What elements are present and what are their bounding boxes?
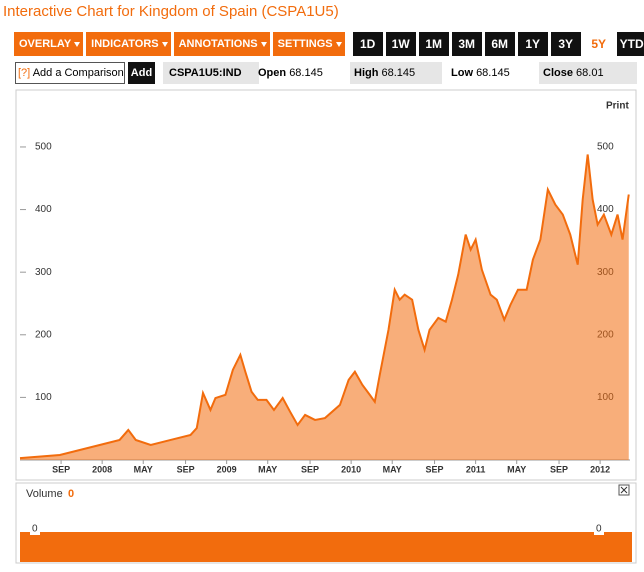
open-value: 68.145	[289, 67, 323, 79]
y-tick-label: 400	[35, 204, 52, 215]
x-tick-label: 2010	[341, 464, 361, 474]
menu-button[interactable]: SETTINGS	[272, 32, 345, 56]
high-label: High	[354, 67, 379, 79]
x-tick-label: 2012	[590, 464, 610, 474]
low-label: Low	[451, 67, 473, 79]
range-button[interactable]: 1W	[385, 32, 416, 56]
y-tick-label-right: 500	[597, 142, 614, 153]
y-tick-label-right: 400	[597, 204, 614, 215]
range-button[interactable]: 1Y	[517, 32, 548, 56]
x-tick-label: MAY	[383, 464, 402, 474]
y-tick-label: 500	[35, 142, 52, 153]
volume-frame	[15, 482, 637, 564]
range-button[interactable]: 6M	[484, 32, 515, 56]
x-tick-label: 2009	[217, 464, 237, 474]
quote-row: [?] Add a Comparison Add CSPA1U5:IND Ope…	[15, 62, 637, 84]
volume-tick-label-right: 0	[596, 524, 602, 535]
help-link[interactable]: [?]	[18, 67, 31, 79]
open: Open 68.145	[258, 62, 348, 84]
close-value: 68.01	[576, 67, 604, 79]
volume-value: 0	[68, 488, 74, 500]
low-value: 68.145	[476, 67, 510, 79]
comparison-placeholder: Add a Comparison	[32, 67, 124, 79]
y-tick-label: 200	[35, 329, 52, 340]
open-label: Open	[258, 67, 287, 79]
menu-button[interactable]: OVERLAY	[14, 32, 84, 56]
add-button[interactable]: Add	[128, 62, 155, 84]
x-tick-label: SEP	[550, 464, 568, 474]
y-tick-label: 100	[35, 392, 52, 403]
print-link[interactable]: Print	[606, 101, 629, 112]
close: Close 68.01	[539, 62, 637, 84]
volume-tick-label: 0	[32, 524, 38, 535]
area-line	[19, 154, 630, 460]
range-button[interactable]: YTD	[616, 32, 644, 56]
toolbar: OVERLAY INDICATORS ANNOTATIONS SETTINGS 1D 1W…	[14, 32, 644, 56]
x-tick-label: 2008	[92, 464, 112, 474]
x-tick-label: MAY	[507, 464, 526, 474]
range-button[interactable]: 3Y	[550, 32, 581, 56]
range-button[interactable]: 1M	[418, 32, 449, 56]
volume-tick-bg	[30, 523, 40, 535]
high: High 68.145	[350, 62, 442, 84]
high-value: 68.145	[381, 67, 416, 79]
x-tick-label: 2011	[466, 464, 486, 474]
menu-button[interactable]: ANNOTATIONS	[173, 32, 270, 56]
x-tick-label: MAY	[134, 464, 153, 474]
low: Low 68.145	[447, 62, 539, 84]
close-label: Close	[543, 67, 573, 79]
x-tick-label: SEP	[52, 464, 70, 474]
range-button[interactable]: 3M	[451, 32, 482, 56]
x-tick-label: SEP	[177, 464, 195, 474]
x-tick-label: MAY	[258, 464, 277, 474]
page-title: Interactive Chart for Kingdom of Spain (…	[3, 3, 339, 20]
range-button[interactable]: 1D	[352, 32, 383, 56]
menu-button[interactable]: INDICATORS	[86, 32, 171, 56]
chart-frame	[15, 89, 637, 481]
volume-bar	[20, 532, 632, 562]
comparison-input[interactable]: [?] Add a Comparison	[15, 62, 125, 84]
x-tick-label: SEP	[301, 464, 319, 474]
x-tick-label: SEP	[426, 464, 444, 474]
area-fill	[20, 154, 629, 461]
volume-label: Volume	[26, 488, 63, 500]
close-icon	[620, 486, 628, 494]
range-button[interactable]: 5Y	[583, 32, 614, 56]
volume-tick-bg	[594, 523, 604, 535]
y-tick-label: 300	[35, 267, 52, 278]
symbol: CSPA1U5:IND	[163, 62, 259, 84]
